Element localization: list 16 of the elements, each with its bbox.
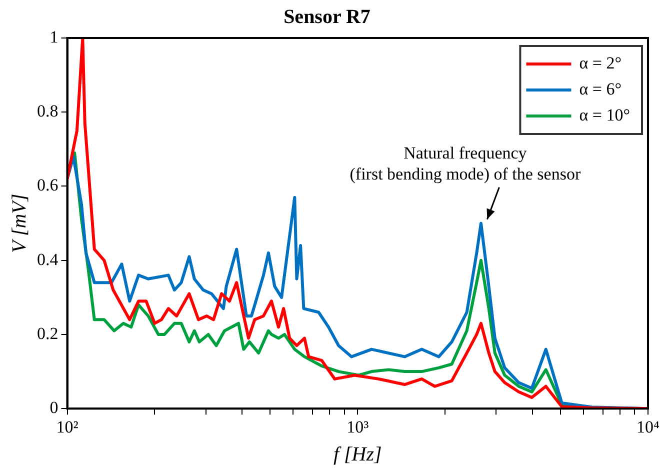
legend-label: α = 6° <box>579 79 622 98</box>
y-tick-label: 0.8 <box>37 102 58 121</box>
y-tick-label: 0.2 <box>37 324 58 343</box>
legend-label: α = 2° <box>579 53 622 72</box>
legend-label: α = 10° <box>579 105 630 124</box>
y-tick-label: 0.4 <box>37 250 59 269</box>
chart-title: Sensor R7 <box>284 6 370 28</box>
y-tick-label: 0 <box>50 398 58 418</box>
annotation: Natural frequency (first bending mode) of the sensor <box>350 143 581 184</box>
y-tick-label: 1 <box>50 27 58 46</box>
y-tick-label: 0.6 <box>37 176 58 195</box>
x-tick-label: 10⁴ <box>636 417 660 436</box>
y-axis-title: V [mV] <box>8 194 30 253</box>
x-tick-label: 10³ <box>346 417 369 436</box>
x-tick-label: 10² <box>56 417 78 436</box>
x-axis-title: f [Hz] <box>333 443 382 466</box>
